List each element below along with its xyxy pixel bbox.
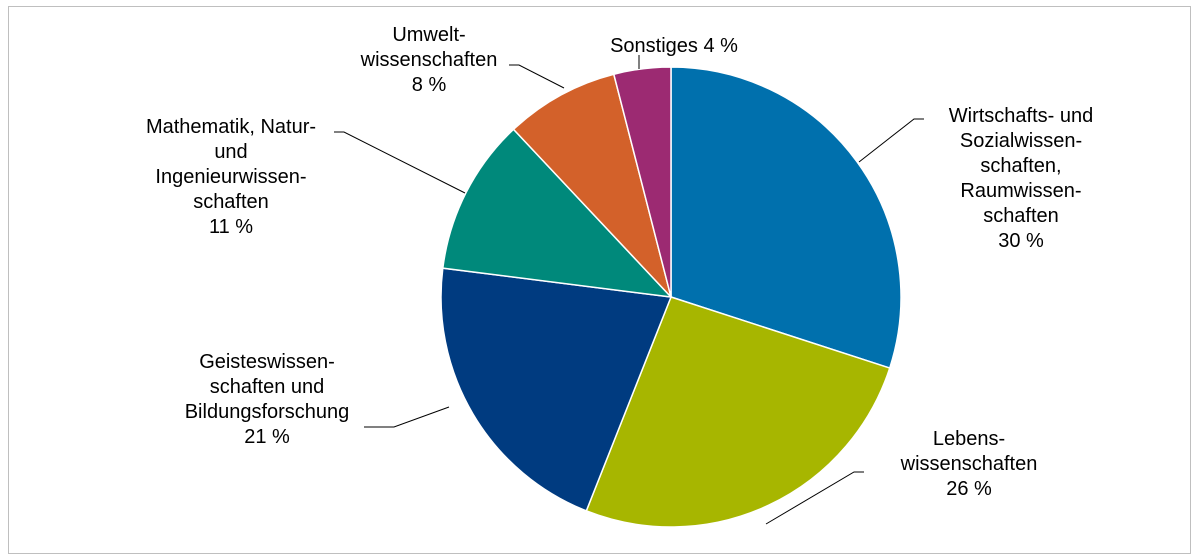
slice-label-line: schaften [983, 205, 1059, 227]
leader-lines [334, 55, 924, 525]
slice-label-line: Raumwissen- [960, 180, 1081, 202]
slice-label-line: Sozialwissen- [960, 130, 1082, 152]
pie-slice-lebens-wissenschaften [585, 296, 891, 528]
pie-slice-wirtschafts-und-sozialwissen-schaften-raumwissen-schaften [670, 66, 902, 370]
slice-label-line: Wirtschafts- und [949, 105, 1093, 127]
slice-label-mathematik-natur-und-ingenieurwissen-schaften: Mathematik, Natur-und Ingenieurwissen-sch… [146, 116, 316, 238]
slice-label-wirtschafts-und-sozialwissen-schaften-raumwissen-schaften: Wirtschafts- und Sozialwissen-schaften, Ra… [949, 105, 1093, 252]
slice-label-line: und [214, 141, 247, 163]
slice-value-label: 26 % [946, 478, 992, 500]
slice-value-label: 8 % [412, 74, 447, 96]
leader-line-lebens-wissenschaften [765, 471, 864, 525]
slice-label-line: Umwelt- [392, 24, 465, 46]
slice-label-sonstiges: Sonstiges 4 % [610, 35, 738, 57]
slice-value-label: 11 % [209, 216, 253, 238]
leader-line-mathematik-natur-und-ingenieurwissen-schaften [334, 131, 466, 194]
slice-label-line: Sonstiges 4 % [610, 35, 738, 57]
leader-line-wirtschafts-und-sozialwissen-schaften-raumwissen-schaften [858, 118, 924, 163]
slice-label-line: wissenschaften [900, 453, 1038, 475]
slice-label-line: schaften [193, 191, 269, 213]
leader-line-geisteswissen-schaften-und-bildungsforschung [364, 406, 450, 428]
slice-label-line: Ingenieurwissen- [155, 166, 306, 188]
slice-label-line: Lebens- [933, 428, 1005, 450]
pie-slices [440, 66, 902, 528]
slice-value-label: 21 % [244, 426, 290, 448]
pie-chart: Wirtschafts- und Sozialwissen-schaften, Ra… [146, 24, 1093, 528]
pie-slice-umwelt-wissenschaften [512, 73, 672, 298]
slice-label-line: schaften und [210, 376, 325, 398]
slice-label-line: wissenschaften [360, 49, 498, 71]
slice-label-line: schaften, [980, 155, 1061, 177]
slice-label-line: Geisteswissen- [199, 351, 335, 373]
slice-label-line: Bildungsforschung [185, 401, 350, 423]
pie-slice-sonstiges [612, 66, 672, 298]
pie-slice-geisteswissen-schaften-und-bildungsforschung [440, 267, 673, 512]
slice-label-line: Mathematik, Natur- [146, 116, 316, 138]
slice-label-geisteswissen-schaften-und-bildungsforschung: Geisteswissen-schaften und Bildungsforsch… [185, 351, 350, 448]
leader-line-umwelt-wissenschaften [509, 64, 565, 89]
pie-slice-mathematik-natur-und-ingenieurwissen-schaften [441, 128, 673, 299]
slice-labels: Wirtschafts- und Sozialwissen-schaften, Ra… [146, 24, 1093, 500]
slice-label-lebens-wissenschaften: Lebens-wissenschaften 26 % [900, 428, 1038, 500]
chart-frame: Wirtschafts- und Sozialwissen-schaften, Ra… [8, 6, 1191, 554]
slice-label-umwelt-wissenschaften: Umwelt-wissenschaften 8 % [360, 24, 498, 96]
slice-value-label: 30 % [998, 230, 1044, 252]
